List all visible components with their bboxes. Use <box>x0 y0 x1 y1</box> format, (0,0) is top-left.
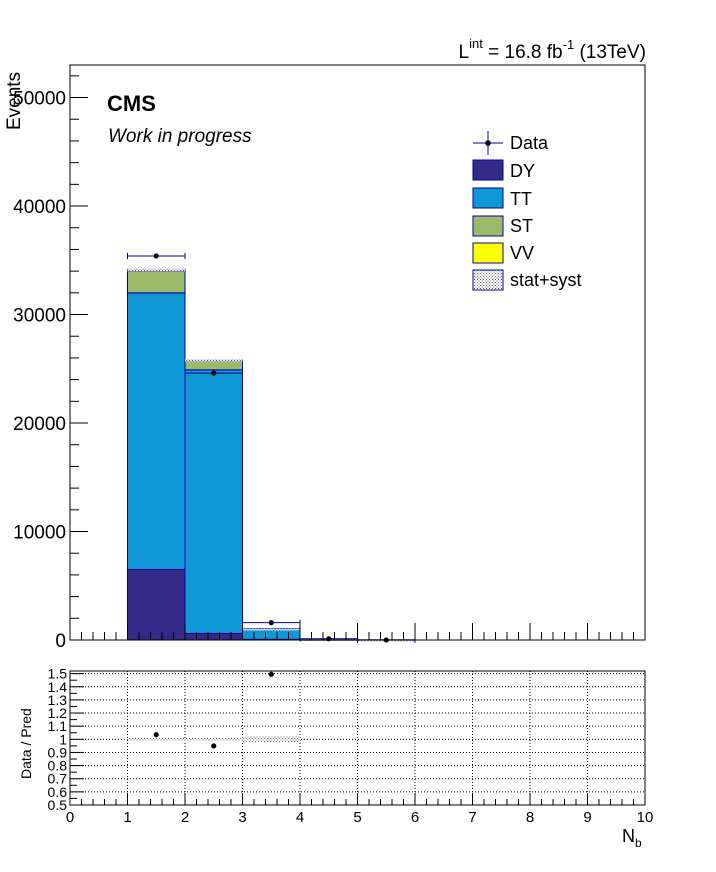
main-axes: 0 10000 20000 30000 40000 50000 <box>13 64 646 652</box>
stacked-histogram <box>127 269 416 641</box>
ratio-y-tick-label-10: 1.5 <box>48 666 68 682</box>
work-in-progress-label: Work in progress <box>108 126 252 147</box>
legend-vv: VV <box>472 242 534 264</box>
legend-st-label: ST <box>510 216 533 236</box>
legend-band-swatch <box>472 269 504 291</box>
legend-dy-swatch <box>472 159 504 181</box>
data-point-4 <box>326 636 332 642</box>
x-tick-label-9: 9 <box>583 809 591 826</box>
bar-tt-bin-1 <box>127 292 186 570</box>
x-tick-label-10: 10 <box>637 809 654 826</box>
y-tick-label-30000: 30000 <box>13 306 66 327</box>
legend-data-label: Data <box>510 133 549 153</box>
x-tick-label-6: 6 <box>411 809 419 826</box>
band-bin-3 <box>242 628 300 631</box>
ratio-point-3 <box>268 671 274 677</box>
ratio-y-tick-label-6: 1.1 <box>48 718 68 734</box>
bar-dy-bin-1 <box>127 568 186 641</box>
legend-tt: TT <box>472 187 532 209</box>
ratio-band-bin-2 <box>185 738 243 741</box>
x-tick-label-3: 3 <box>238 809 246 826</box>
legend-band-label: stat+syst <box>510 270 582 290</box>
bar-st-bin-2 <box>184 360 243 371</box>
ratio-y-axis-title: Data / Pred <box>18 708 34 779</box>
ratio-band-bin-1 <box>127 738 185 741</box>
ratio-axes: 0.50.60.70.80.911.11.21.31.41.50 1 2 3 4 5 6 7 8… <box>48 666 654 826</box>
y-tick-label-40000: 40000 <box>13 197 66 218</box>
bar-st-bin-1 <box>127 270 186 294</box>
data-point-2 <box>211 370 217 376</box>
lumi-label: Lint = 16.8 fb-1 (13TeV) <box>459 36 646 63</box>
legend-vv-label: VV <box>510 243 534 263</box>
ratio-point-1 <box>153 732 159 738</box>
ratio-band <box>127 736 300 743</box>
ratio-y-tick-label-1: 0.6 <box>48 784 68 800</box>
legend-vv-swatch <box>472 242 504 264</box>
legend-stat-syst: stat+syst <box>472 269 582 291</box>
y-axis-title: Events <box>4 72 25 130</box>
ratio-y-tick-label-5: 1 <box>59 731 67 747</box>
y-tick-label-50000: 50000 <box>13 89 66 110</box>
band-bin-2 <box>185 358 243 362</box>
legend: Data DY TT ST VV stat+syst <box>472 131 582 291</box>
legend-st-swatch <box>472 215 504 237</box>
legend-dy-label: DY <box>510 161 535 181</box>
ratio-point-2 <box>211 743 217 749</box>
ratio-y-tick-label-7: 1.2 <box>48 705 68 721</box>
legend-st: ST <box>472 215 533 237</box>
x-axis-title: Nb <box>622 826 642 850</box>
ratio-points <box>153 671 274 749</box>
bar-tt-bin-2 <box>184 369 243 634</box>
data-point-3 <box>268 620 274 626</box>
data-point-1 <box>153 253 159 259</box>
y-tick-label-20000: 20000 <box>13 414 66 435</box>
x-tick-label-8: 8 <box>526 809 534 826</box>
cms-label: CMS <box>107 91 156 116</box>
ratio-band-bin-3 <box>242 736 300 743</box>
x-tick-label-5: 5 <box>353 809 361 826</box>
x-tick-label-2: 2 <box>181 809 189 826</box>
x-tick-label-7: 7 <box>468 809 476 826</box>
legend-tt-label: TT <box>510 189 532 209</box>
ratio-y-tick-label-3: 0.8 <box>48 758 68 774</box>
legend-tt-swatch <box>472 187 504 209</box>
y-tick-label-0: 0 <box>55 631 66 652</box>
legend-data: Data <box>473 131 549 155</box>
x-tick-label-4: 4 <box>296 809 304 826</box>
bar-tt-bin-3 <box>242 629 301 640</box>
ratio-y-tick-label-0: 0.5 <box>48 797 68 813</box>
ratio-y-tick-label-4: 0.9 <box>48 744 68 760</box>
bar-dy-bin-2 <box>184 632 243 641</box>
ratio-y-tick-label-2: 0.7 <box>48 771 68 787</box>
x-tick-label-1: 1 <box>123 809 131 826</box>
legend-dy: DY <box>472 159 535 181</box>
x-tick-label-0: 0 <box>66 809 74 826</box>
ratio-y-tick-label-9: 1.4 <box>48 679 68 695</box>
ratio-y-tick-label-8: 1.3 <box>48 692 68 708</box>
band-bin-1 <box>127 267 185 272</box>
y-tick-label-10000: 10000 <box>13 523 66 544</box>
